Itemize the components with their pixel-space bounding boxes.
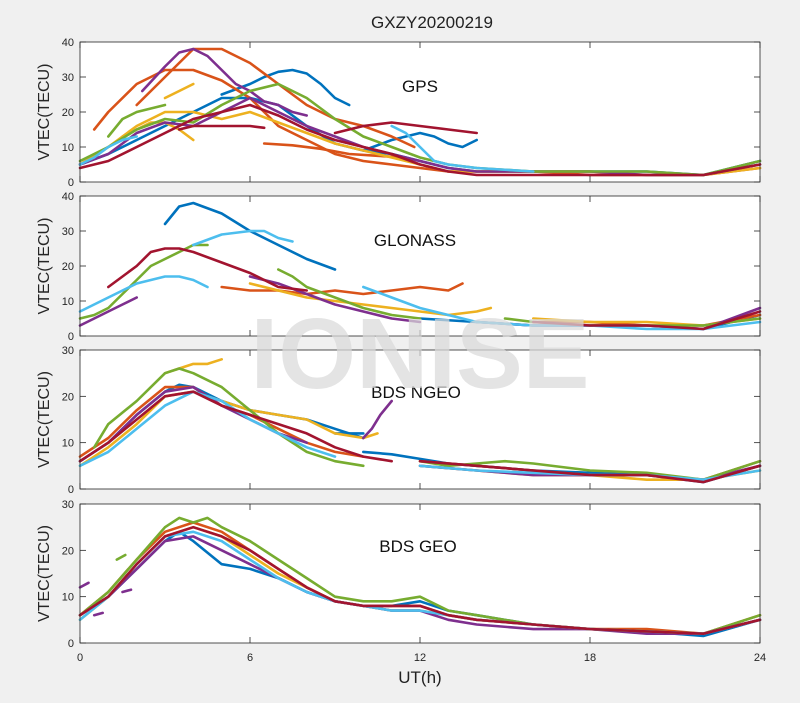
panel-bds-geo: 0 10 20 30 0 6 12 18 24 VTEC(TECU) BDS GEO xyxy=(36,499,766,664)
y-tick-label: 30 xyxy=(62,72,74,84)
series-line-5 xyxy=(78,581,90,589)
series-line-9 xyxy=(115,553,127,561)
y-tick-label: 10 xyxy=(62,142,74,154)
panel-label: GPS xyxy=(402,77,438,96)
series-line-5 xyxy=(248,282,493,317)
series-line-13 xyxy=(78,275,209,313)
series-line-14 xyxy=(192,229,294,247)
series-line-11 xyxy=(276,268,422,320)
series-line-15 xyxy=(390,124,535,173)
y-tick-label: 20 xyxy=(62,261,74,273)
series-line-11 xyxy=(78,525,762,636)
series-line-3 xyxy=(220,282,464,296)
series-line-10 xyxy=(78,243,209,320)
series-line-1 xyxy=(163,201,337,271)
series-line-17 xyxy=(531,310,762,331)
series-line-9 xyxy=(163,82,195,100)
series-line-7 xyxy=(121,588,133,594)
y-tick-label: 20 xyxy=(62,391,74,403)
series-line-16 xyxy=(78,390,394,463)
y-tick-label: 30 xyxy=(62,345,74,357)
y-tick-label: 10 xyxy=(62,438,74,450)
series-line-6 xyxy=(78,390,379,468)
y-tick-label: 40 xyxy=(62,191,74,203)
y-tick-label: 0 xyxy=(68,638,74,650)
series-line-11 xyxy=(141,47,309,117)
series-line-15 xyxy=(361,285,762,331)
series-line-13 xyxy=(107,103,167,138)
series-line-16 xyxy=(78,103,762,177)
y-tick-label: 0 xyxy=(68,331,74,343)
y-tick-label: 30 xyxy=(62,226,74,238)
series-line-7 xyxy=(78,296,138,327)
y-tick-label: 10 xyxy=(62,296,74,308)
series-line-10 xyxy=(361,399,394,440)
y-tick-label: 10 xyxy=(62,592,74,604)
x-tick-label: 0 xyxy=(77,652,83,664)
panel-label: BDS GEO xyxy=(379,537,456,556)
panel-glonass: 0 10 20 30 40 VTEC(TECU) GLONASS xyxy=(36,191,762,343)
series-line-12 xyxy=(92,367,365,468)
x-tick-label: 12 xyxy=(414,652,426,664)
series-line-14 xyxy=(78,135,138,166)
series-line-18 xyxy=(333,121,479,135)
x-axis-label: UT(h) xyxy=(398,668,441,687)
series-line-2 xyxy=(220,68,351,107)
y-tick-label: 0 xyxy=(68,484,74,496)
panel-gps: 0 10 20 30 40 VTEC(TECU) GPS xyxy=(36,37,762,189)
series-line-12 xyxy=(78,82,762,177)
y-tick-label: 40 xyxy=(62,37,74,49)
series-line-14 xyxy=(78,390,337,468)
x-tick-label: 24 xyxy=(754,652,766,664)
series-line-17 xyxy=(418,459,762,484)
y-axis-label: VTEC(TECU) xyxy=(36,525,53,622)
y-tick-label: 30 xyxy=(62,499,74,511)
series-line-6 xyxy=(92,611,104,617)
series-line-8 xyxy=(248,275,422,324)
panel-label: BDS NGEO xyxy=(371,383,461,402)
y-tick-label: 0 xyxy=(68,177,74,189)
watermark: IONISE xyxy=(251,298,590,410)
y-tick-label: 20 xyxy=(62,107,74,119)
series-line-16 xyxy=(107,247,309,292)
series-line-17 xyxy=(177,124,266,131)
y-tick-label: 20 xyxy=(62,545,74,557)
x-tick-label: 18 xyxy=(584,652,596,664)
x-tick-label: 6 xyxy=(247,652,253,664)
series-line-3 xyxy=(361,131,479,152)
figure-title: GXZY20200219 xyxy=(371,13,493,32)
panels: 0 10 20 30 40 VTEC(TECU) GPS 0 10 20 30 40 VTEC(TECU… xyxy=(36,37,766,664)
panel-label: GLONASS xyxy=(374,231,456,250)
y-axis-label: VTEC(TECU) xyxy=(36,64,53,161)
panel-bds-ngeo: 0 10 20 30 VTEC(TECU) BDS NGEO xyxy=(36,345,762,496)
y-axis-label: VTEC(TECU) xyxy=(36,218,53,315)
y-axis-label: VTEC(TECU) xyxy=(36,371,53,468)
